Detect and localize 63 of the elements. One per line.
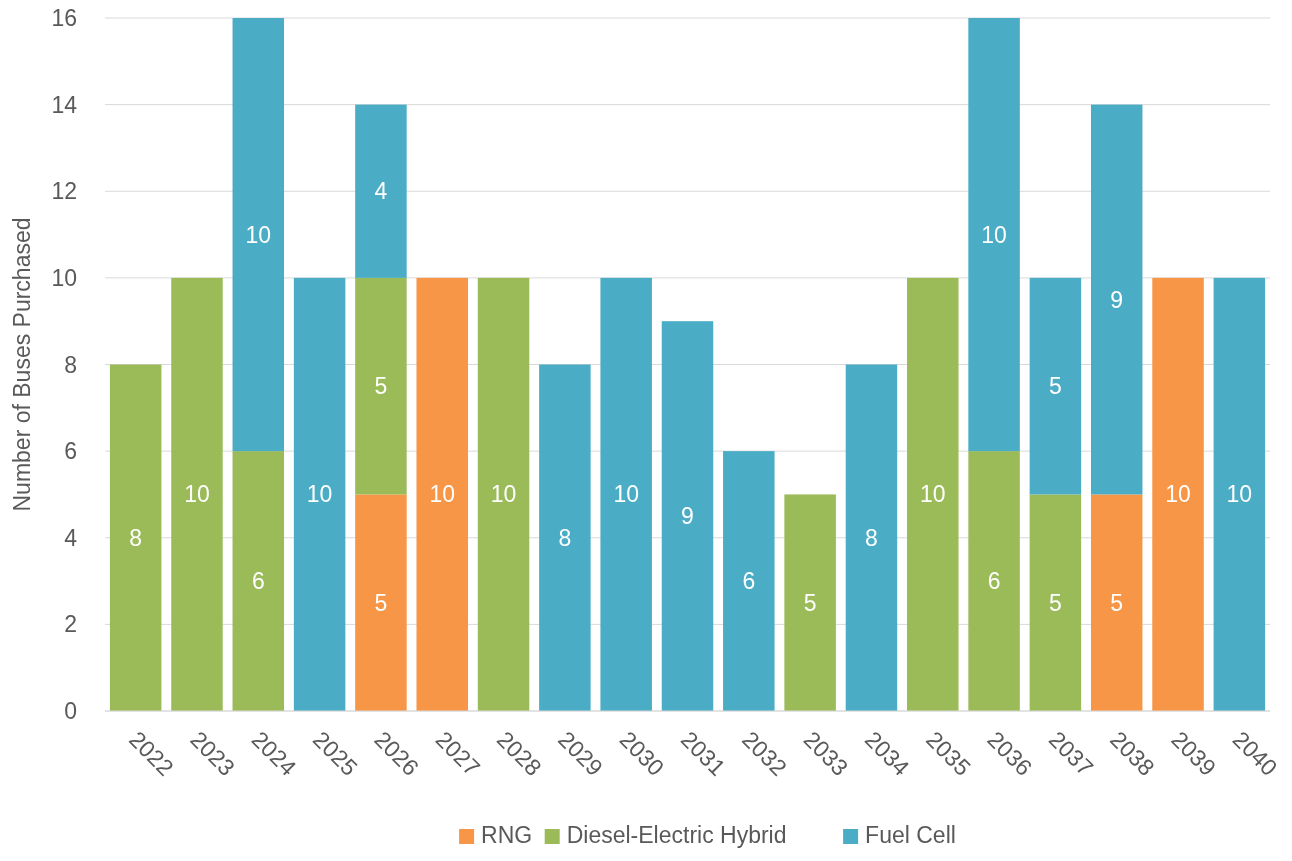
- legend-label: RNG: [481, 822, 533, 848]
- bar: [416, 277, 468, 711]
- data-label: 5: [1049, 373, 1062, 400]
- data-label: 5: [803, 589, 817, 616]
- bar: [1213, 277, 1266, 711]
- bar: [600, 277, 652, 711]
- bar: [723, 451, 775, 711]
- bar: [661, 321, 714, 711]
- bar: [784, 494, 836, 711]
- bar: [1029, 277, 1082, 495]
- bar: [968, 451, 1020, 711]
- y-tick-label: 4: [64, 524, 78, 551]
- data-label: 4: [374, 178, 388, 205]
- data-label: 10: [919, 481, 946, 508]
- data-label: 5: [1049, 589, 1062, 616]
- bar: [907, 277, 959, 711]
- bar: [477, 277, 530, 711]
- bar: [355, 494, 407, 711]
- bar: [845, 364, 898, 711]
- bar: [968, 18, 1020, 452]
- data-label: 10: [306, 481, 333, 508]
- data-label: 8: [129, 524, 143, 551]
- data-label: 6: [987, 568, 1001, 595]
- bar: [355, 277, 407, 495]
- data-label: 10: [429, 481, 456, 508]
- bar: [1090, 104, 1143, 495]
- data-label: 10: [613, 481, 639, 508]
- bar: [1152, 277, 1204, 711]
- data-label: 9: [1110, 286, 1124, 313]
- bar: [232, 18, 285, 452]
- bar: [293, 277, 346, 711]
- bar: [109, 364, 162, 711]
- y-tick-label: 16: [51, 5, 77, 32]
- legend-label: Fuel Cell: [865, 822, 956, 848]
- y-tick-label: 14: [51, 91, 78, 118]
- y-tick-label: 8: [64, 351, 77, 378]
- data-label: 8: [558, 524, 572, 551]
- y-tick-label: 12: [51, 178, 77, 205]
- data-label: 6: [251, 568, 265, 595]
- data-label: 8: [865, 524, 878, 551]
- y-axis-title: Number of Buses Purchased: [9, 217, 35, 512]
- data-label: 5: [1110, 589, 1124, 616]
- y-tick-label: 2: [64, 611, 77, 638]
- legend-label: Diesel-Electric Hybrid: [566, 822, 787, 848]
- y-tick-label: 0: [64, 698, 77, 725]
- data-label: 9: [681, 503, 694, 530]
- data-label: 10: [184, 481, 210, 508]
- bar: [1090, 494, 1143, 711]
- data-label: 10: [1226, 481, 1253, 508]
- bar: [171, 277, 223, 711]
- data-label: 5: [374, 373, 388, 400]
- y-tick-label: 6: [64, 438, 77, 465]
- bar: [539, 364, 591, 711]
- data-label: 10: [245, 221, 272, 248]
- data-label: 10: [490, 481, 517, 508]
- y-tick-label: 10: [51, 264, 77, 291]
- bar: [232, 451, 285, 711]
- data-label: 10: [1165, 481, 1191, 508]
- bar: [1029, 494, 1082, 711]
- data-label: 5: [374, 589, 388, 616]
- bar: [355, 104, 407, 278]
- data-label: 6: [742, 568, 756, 595]
- data-label: 10: [981, 221, 1007, 248]
